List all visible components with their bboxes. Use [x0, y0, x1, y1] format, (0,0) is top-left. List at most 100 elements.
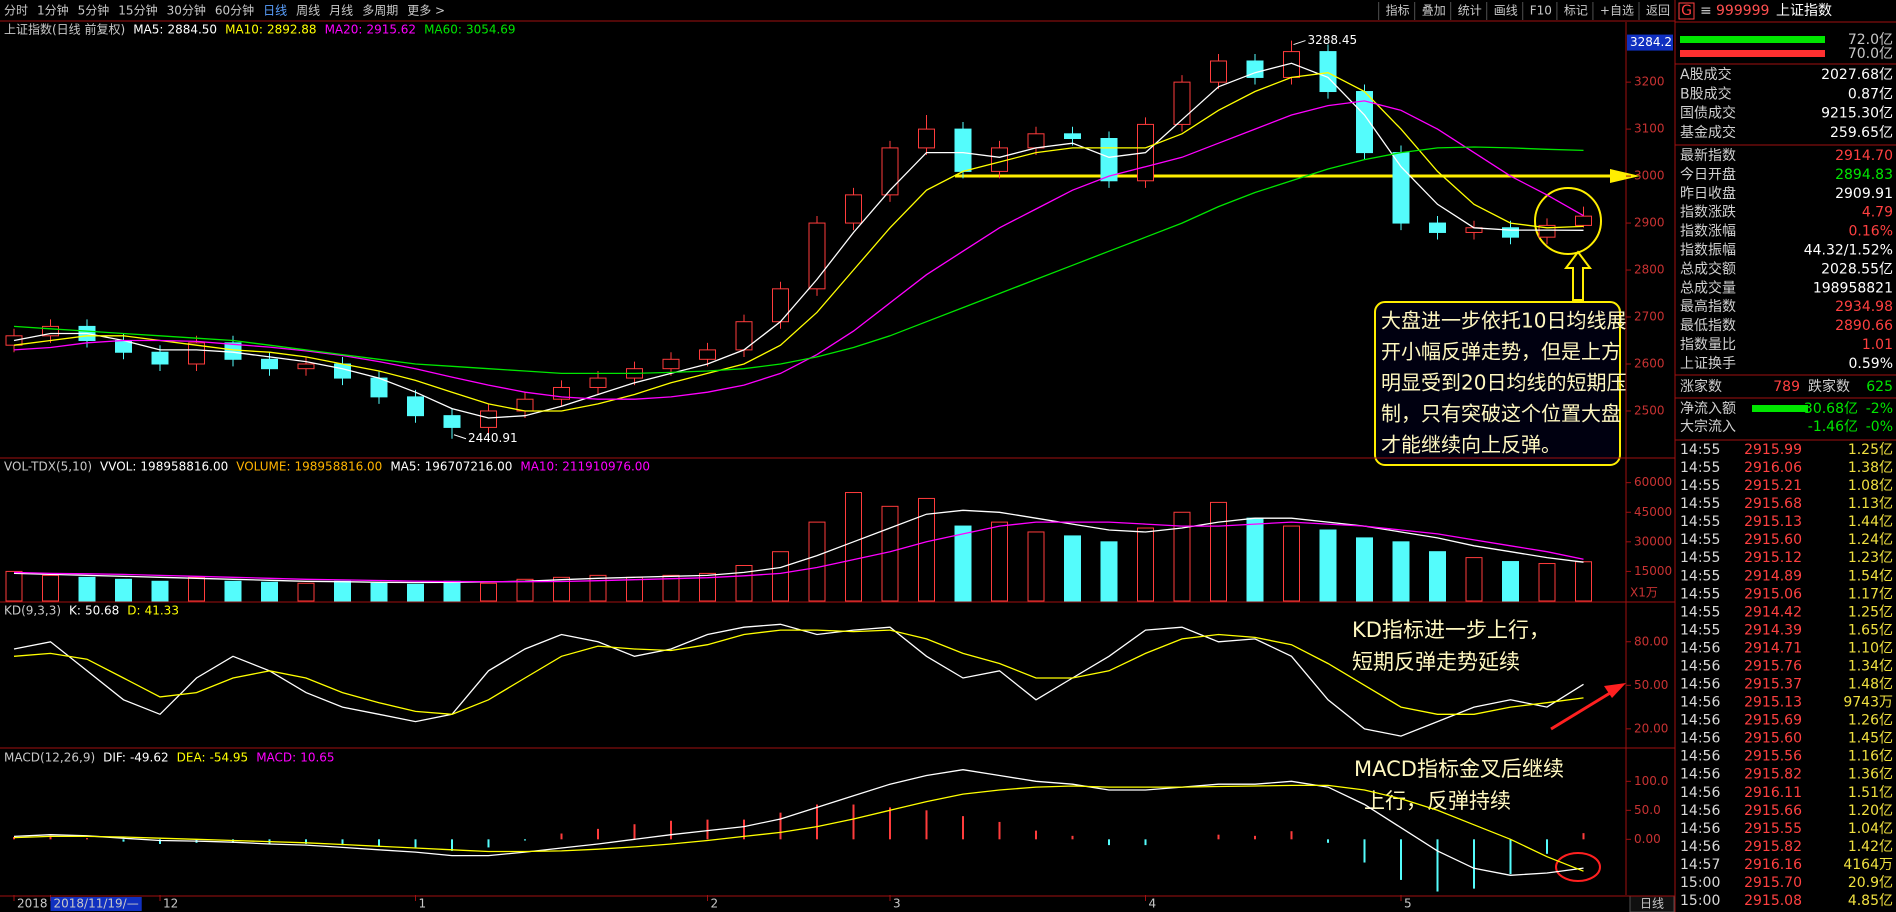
toolbar-tool[interactable]: 返回 — [1646, 4, 1670, 18]
volume-bar — [297, 582, 315, 602]
highlight-circle — [1534, 187, 1602, 255]
breadth-label: 跌家数 — [1808, 378, 1850, 395]
candle-body — [954, 128, 972, 172]
stat-label: 最新指数 — [1680, 148, 1736, 164]
volume-bar — [1538, 563, 1556, 602]
tick-volume: 1.13亿 — [1848, 496, 1893, 512]
annotation-text: MACD指标金叉后继续 — [1354, 757, 1564, 781]
tick-price: 2915.55 — [1744, 821, 1802, 837]
toolbar-tool[interactable]: 标记 — [1564, 4, 1588, 18]
tick-price: 2915.82 — [1744, 767, 1802, 783]
legend-value: 2892.88 — [267, 23, 317, 37]
tick-price: 2915.13 — [1744, 695, 1802, 711]
tick-price: 2915.82 — [1744, 839, 1802, 855]
volume-bar — [589, 574, 607, 602]
toolbar-tab[interactable]: 1分钟 — [37, 3, 69, 18]
y-tick-label: 2600 — [1634, 356, 1665, 370]
tick-time: 14:57 — [1680, 857, 1720, 873]
kd-line — [13, 629, 1584, 715]
tick-volume: 1.23亿 — [1848, 550, 1893, 566]
annotation-text: 开小幅反弹走势，但是上方 — [1381, 340, 1621, 364]
stat-label: 指数振幅 — [1680, 243, 1736, 259]
volume-bar — [407, 583, 424, 602]
volume-bar — [261, 581, 278, 602]
tick-volume: 1.04亿 — [1848, 821, 1893, 837]
candle-body — [1575, 215, 1592, 226]
tick-price: 2915.70 — [1744, 875, 1802, 891]
toolbar-tool[interactable]: 指标 — [1386, 3, 1410, 18]
volume-bar — [1173, 511, 1191, 602]
toolbar-tool[interactable]: 叠加 — [1422, 4, 1446, 18]
candle-body — [1210, 60, 1227, 83]
y-tick-label: 2500 — [1634, 403, 1665, 417]
candle-body — [1502, 227, 1519, 238]
tick-price: 2914.89 — [1744, 568, 1802, 584]
name: 上证指数 — [1776, 3, 1832, 19]
candle-body — [808, 222, 826, 290]
toolbar-tab[interactable]: 5分钟 — [78, 3, 110, 18]
high-pointer — [1293, 40, 1306, 46]
stat-value: 2934.98 — [1835, 299, 1893, 315]
y-tick-label: 3200 — [1634, 75, 1665, 89]
tick-time: 14:55 — [1680, 514, 1720, 530]
candle-body — [845, 194, 862, 224]
volume-bar — [1064, 535, 1081, 602]
stat-value: 0.16% — [1849, 224, 1893, 240]
panel-title: MACD(12,26,9) — [4, 751, 95, 765]
stat-value: 2909.91 — [1835, 186, 1893, 202]
toolbar-tab[interactable]: 周线 — [296, 4, 320, 18]
volume-bar — [1100, 541, 1118, 602]
candle-body — [443, 415, 461, 428]
tick-time: 14:56 — [1680, 785, 1720, 801]
volume-bar — [188, 576, 205, 602]
legend-value: -54.95 — [210, 751, 249, 765]
volume-bar — [918, 497, 935, 602]
tick-volume: 1.24亿 — [1848, 532, 1893, 548]
tick-time: 14:56 — [1680, 749, 1720, 765]
toolbar-tab[interactable]: 月线 — [329, 4, 353, 18]
annotation-text: 才能继续向上反弹。 — [1381, 433, 1561, 457]
annotation-text: 制，只有突破这个位置大盘 — [1381, 402, 1621, 426]
tick-volume: 1.42亿 — [1848, 839, 1893, 855]
y-tick-label: 60000 — [1634, 475, 1672, 489]
annotation-box — [1374, 301, 1621, 466]
x-tick-label: 4 — [1149, 897, 1157, 911]
tick-price: 2915.08 — [1744, 893, 1802, 909]
volume-bar — [370, 582, 388, 602]
x-cursor-box — [50, 897, 142, 911]
toolbar-tab[interactable]: 更多 > — [407, 4, 445, 18]
tick-time: 14:55 — [1680, 622, 1720, 638]
tick-time: 15:00 — [1680, 875, 1720, 891]
toolbar-tool[interactable]: F10 — [1530, 4, 1552, 18]
candle-body — [1100, 138, 1118, 182]
toolbar-tab[interactable]: 60分钟 — [215, 3, 254, 18]
toolbar-tool[interactable]: +自选 — [1600, 4, 1634, 18]
toolbar-tab[interactable]: 多周期 — [362, 4, 398, 18]
kd-arrow-head — [1604, 683, 1626, 698]
ma-line — [13, 62, 1584, 419]
legend-name: K: — [69, 604, 81, 618]
menu-icon[interactable]: ≡ — [1700, 3, 1712, 19]
flow-pct: -0% — [1866, 419, 1893, 435]
stat-label: 指数量比 — [1680, 337, 1736, 353]
kd-line — [13, 623, 1584, 737]
tick-volume: 1.17亿 — [1848, 586, 1893, 602]
toolbar-tool[interactable]: 统计 — [1458, 4, 1482, 18]
toolbar-tab[interactable]: 日线 — [263, 4, 287, 18]
x-tick-label: 2018/11/19/— — [54, 897, 139, 911]
toolbar-tab[interactable]: 30分钟 — [167, 3, 206, 18]
stat-label: 上证换手 — [1680, 355, 1736, 372]
toolbar-tool[interactable]: 画线 — [1494, 4, 1518, 18]
period-button-label[interactable]: 日线 — [1640, 897, 1664, 911]
tick-price: 2915.66 — [1744, 803, 1802, 819]
stat-label: 基金成交 — [1680, 124, 1736, 141]
tick-time: 14:55 — [1680, 442, 1720, 458]
volume-bar — [954, 525, 972, 602]
toolbar-tab[interactable]: 分时 — [4, 4, 28, 18]
volume-bar — [42, 574, 59, 602]
tick-volume: 1.08亿 — [1848, 478, 1893, 494]
breadth-down: 625 — [1866, 379, 1893, 395]
toolbar-tab[interactable]: 15分钟 — [118, 3, 157, 18]
candle-body — [334, 363, 351, 379]
